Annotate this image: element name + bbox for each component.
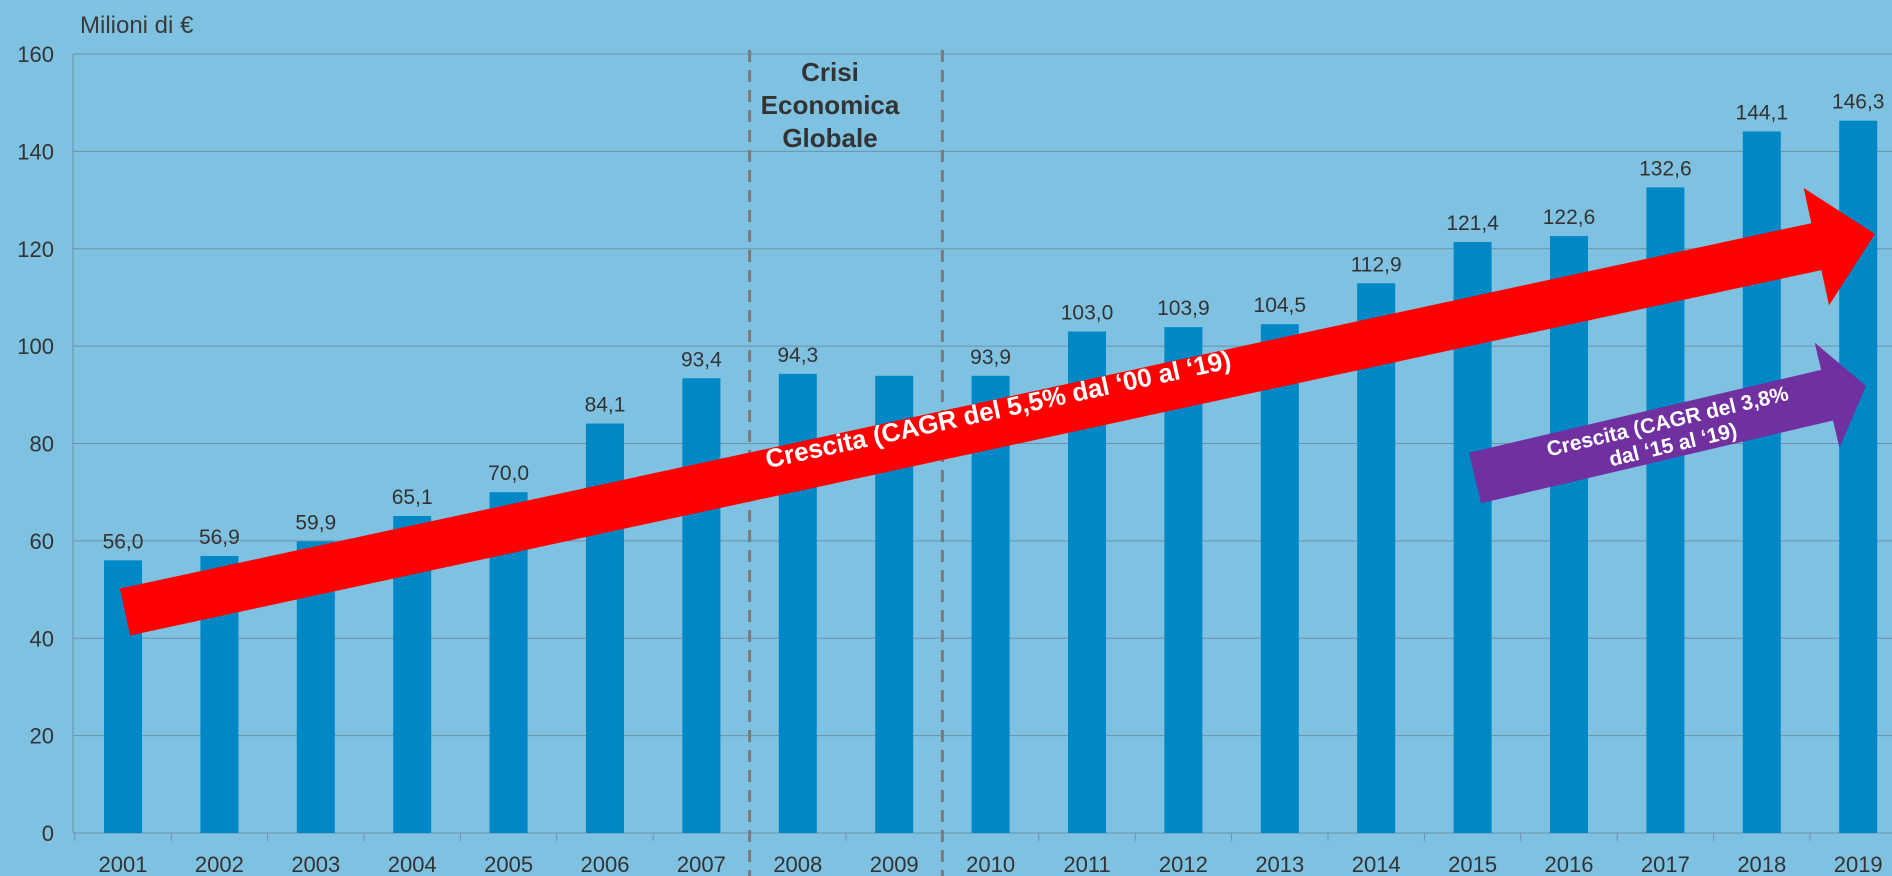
data-label: 84,1 xyxy=(585,394,626,417)
data-label: 104,5 xyxy=(1254,294,1307,317)
y-tick-label: 100 xyxy=(17,334,54,359)
bars xyxy=(104,120,1878,834)
data-label: 94,3 xyxy=(777,344,818,367)
x-tick-label: 2016 xyxy=(1545,852,1594,876)
x-tick-label: 2013 xyxy=(1255,852,1304,876)
data-label: 103,0 xyxy=(1061,302,1114,325)
growth-arrow-recent xyxy=(1469,342,1866,504)
x-tick-label: 2003 xyxy=(291,852,340,876)
growth-arrow xyxy=(119,188,1875,636)
bar xyxy=(682,378,721,833)
x-tick-label: 2011 xyxy=(1063,852,1110,876)
data-label: 56,0 xyxy=(103,530,144,553)
data-label: 103,9 xyxy=(1157,297,1210,320)
data-label: 65,1 xyxy=(392,486,433,509)
y-axis-ticks: 0 20 40 60 80 100 120 140 160 xyxy=(17,42,54,846)
x-tick-label: 2019 xyxy=(1834,852,1883,876)
x-tick-label: 2015 xyxy=(1448,852,1497,876)
crisis-label-line: Globale xyxy=(782,123,878,153)
x-tick-label: 2002 xyxy=(195,852,244,876)
data-label: 132,6 xyxy=(1639,157,1692,180)
data-labels: 56,0 56,9 59,9 65,1 70,0 84,1 93,4 94,3 93,9 103,… xyxy=(103,91,1885,554)
data-label: 122,6 xyxy=(1543,206,1596,229)
data-label: 112,9 xyxy=(1351,253,1402,276)
crisis-label-line: Economica xyxy=(760,90,900,120)
data-label: 93,4 xyxy=(681,348,722,371)
x-tick-label: 2012 xyxy=(1159,852,1208,876)
crisis-region-lines xyxy=(748,50,944,876)
data-label: 70,0 xyxy=(488,462,529,485)
x-axis-ticks: 2001 2002 2003 2004 2005 2006 2007 2008 2009 2010… xyxy=(99,852,1883,876)
crisis-label: Crisi Economica Globale xyxy=(740,56,920,155)
bar xyxy=(1260,324,1299,833)
bar xyxy=(1164,327,1203,833)
bar xyxy=(1357,283,1396,833)
x-tick-label: 2008 xyxy=(773,852,822,876)
data-label: 59,9 xyxy=(295,511,336,534)
data-label: 121,4 xyxy=(1446,212,1499,235)
x-tick-label: 2005 xyxy=(484,852,533,876)
y-tick-label: 20 xyxy=(30,724,54,749)
x-tick-label: 2001 xyxy=(99,852,148,876)
y-tick-label: 40 xyxy=(30,626,54,651)
y-tick-label: 0 xyxy=(42,821,54,846)
x-tick-label: 2018 xyxy=(1737,852,1786,876)
data-label: 144,1 xyxy=(1736,101,1789,124)
x-tick-label: 2009 xyxy=(870,852,919,876)
y-tick-label: 140 xyxy=(17,139,54,164)
x-tick-label: 2014 xyxy=(1352,852,1401,876)
x-tick-label: 2010 xyxy=(966,852,1015,876)
x-tick-label: 2004 xyxy=(388,852,437,876)
y-tick-label: 60 xyxy=(30,529,54,554)
data-label: 56,9 xyxy=(199,526,240,549)
y-axis-label: Milioni di € xyxy=(80,12,194,39)
crisis-label-line: Crisi xyxy=(801,57,859,87)
bar xyxy=(1550,236,1588,833)
data-label: 146,3 xyxy=(1832,91,1885,114)
x-tick-label: 2006 xyxy=(581,852,630,876)
y-tick-label: 80 xyxy=(30,432,54,457)
data-label: 93,9 xyxy=(970,346,1011,369)
x-tick-label: 2007 xyxy=(677,852,726,876)
x-tick-label: 2017 xyxy=(1641,852,1690,876)
y-tick-label: 160 xyxy=(17,42,54,67)
y-tick-label: 120 xyxy=(17,237,54,262)
